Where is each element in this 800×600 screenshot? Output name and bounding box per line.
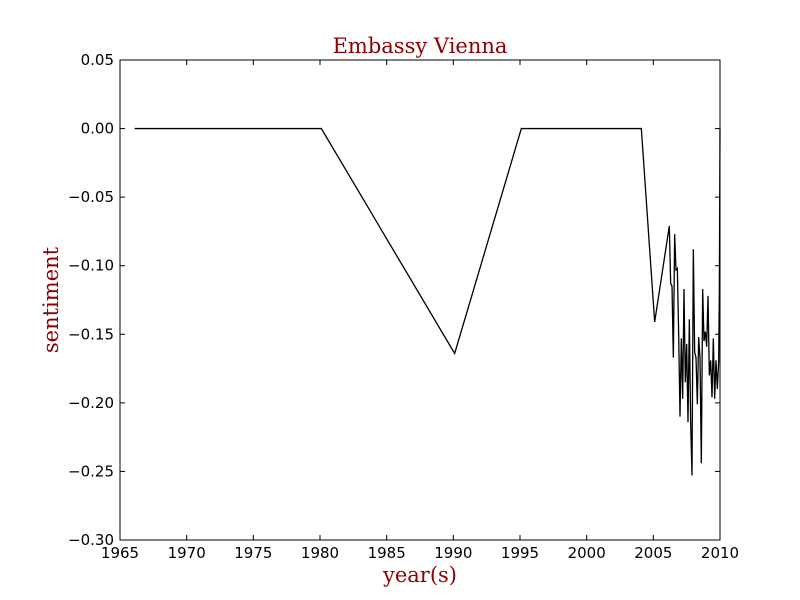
y-tick-label: 0.05 <box>81 51 114 69</box>
y-tick-label: 0.00 <box>81 120 114 138</box>
x-tick-label: 1995 <box>501 544 539 562</box>
y-tick-label: −0.10 <box>68 257 114 275</box>
y-axis-label: sentiment <box>39 246 63 353</box>
plot-lines <box>134 127 721 476</box>
plot-frame <box>119 59 721 541</box>
y-tick-label: −0.20 <box>68 394 114 412</box>
y-tick-label: −0.25 <box>68 462 114 480</box>
x-axis-label: year(s) <box>382 563 457 587</box>
y-tick-label: −0.05 <box>68 188 114 206</box>
y-tick-label: −0.30 <box>68 531 114 549</box>
x-tick-label: 1975 <box>234 544 272 562</box>
x-tick-label: 1985 <box>368 544 406 562</box>
chart-title: Embassy Vienna <box>333 34 508 58</box>
x-tick-label: 2000 <box>568 544 606 562</box>
y-tick-label: −0.15 <box>68 325 114 343</box>
x-tick-label: 2005 <box>634 544 672 562</box>
series-line <box>134 127 721 476</box>
x-tick-label: 2010 <box>701 544 739 562</box>
x-tick-label: 1980 <box>301 544 339 562</box>
x-tick-label: 1990 <box>434 544 472 562</box>
ticks-layer: 1965 1970 1975 1980 1985 1990 1995 2000 2005 2010… <box>68 51 739 562</box>
x-tick-label: 1965 <box>101 544 139 562</box>
x-tick-label: 1970 <box>168 544 206 562</box>
